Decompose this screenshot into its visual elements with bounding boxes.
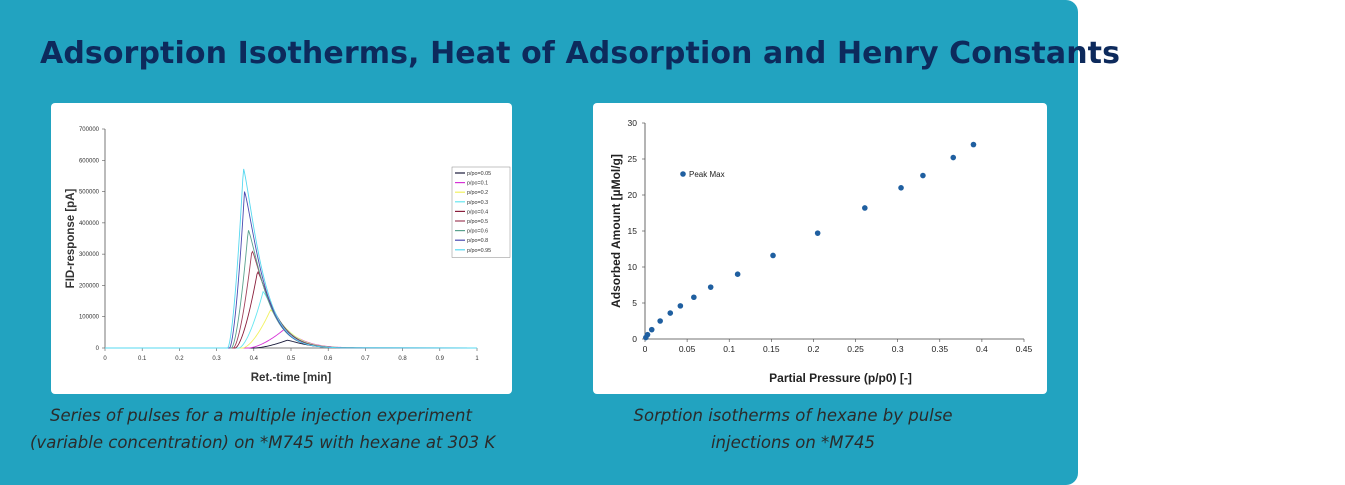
x-tick-label: 0.3 xyxy=(892,344,904,354)
data-point-3 xyxy=(648,326,655,333)
series-line-7 xyxy=(105,230,478,349)
y-tick-label: 15 xyxy=(628,226,638,236)
y-tick-label: 700000 xyxy=(79,127,100,133)
y-tick-label: 20 xyxy=(628,190,638,200)
isotherm-chart: 0 0.05 0.1 0.15 0.2 0.25 0.3 0.35 0.4 0.45 0 5 10 15 2… xyxy=(609,118,1033,385)
x-tick-label: 0.2 xyxy=(175,356,184,362)
data-point-5 xyxy=(667,310,674,316)
series-line-1 xyxy=(105,339,478,349)
x-axis-title: Partial Pressure (p/p0) [-] xyxy=(769,371,912,385)
y-tick-label: 300000 xyxy=(79,252,100,258)
data-point-4 xyxy=(657,318,663,324)
x-tick-label: 0.3 xyxy=(212,356,221,362)
x-tick-label: 0.7 xyxy=(361,356,370,362)
data-point-2 xyxy=(644,331,651,338)
chromatogram-card: 0 0.1 0.2 0.3 0.4 0.5 0.6 0.7 0.8 0.9 1 0 100000 2000… xyxy=(51,103,512,394)
legend-label-9: p/po=0.95 xyxy=(467,248,491,254)
data-point-12 xyxy=(862,205,868,211)
y-tick-label: 0 xyxy=(96,346,100,352)
x-tick-label: 0.2 xyxy=(808,344,820,354)
legend-label-3: p/po=0.2 xyxy=(467,190,488,196)
x-tick-label: 0.35 xyxy=(932,344,949,354)
data-point-7 xyxy=(691,294,697,301)
legend-label-1: p/po=0.05 xyxy=(467,171,491,177)
x-tick-label: 0.9 xyxy=(436,356,445,362)
x-tick-label: 0.45 xyxy=(1016,344,1033,354)
y-tick-label: 500000 xyxy=(79,190,100,196)
data-point-14 xyxy=(920,172,926,179)
y-tick-label: 100000 xyxy=(79,315,100,321)
y-tick-label: 25 xyxy=(628,154,638,164)
x-tick-label: 0.05 xyxy=(679,344,696,354)
x-tick-label: 0.25 xyxy=(847,344,864,354)
x-tick-label: 0.1 xyxy=(723,344,735,354)
y-tick-label: 200000 xyxy=(79,283,100,289)
legend-label-6: p/po=0.5 xyxy=(467,219,488,225)
isotherm-card: 0 0.05 0.1 0.15 0.2 0.25 0.3 0.35 0.4 0.45 0 5 10 15 2… xyxy=(593,103,1047,394)
caption-right: Sorption isotherms of hexane by pulse in… xyxy=(590,402,996,456)
x-tick-label: 0.5 xyxy=(287,356,296,362)
legend-label-8: p/po=0.8 xyxy=(467,238,488,244)
data-point-6 xyxy=(677,303,684,309)
slide-title: Adsorption Isotherms, Heat of Adsorption… xyxy=(40,36,1121,71)
x-tick-label: 0 xyxy=(643,344,648,354)
y-axis-title: Adsorbed Amount [µMol/g] xyxy=(609,154,623,308)
x-tick-label: 0.6 xyxy=(324,356,333,362)
data-point-11 xyxy=(814,230,821,236)
chromatogram-chart: 0 0.1 0.2 0.3 0.4 0.5 0.6 0.7 0.8 0.9 1 0 100000 2000… xyxy=(65,127,511,384)
y-tick-label: 0 xyxy=(632,334,637,344)
x-tick-label: 1 xyxy=(475,356,479,362)
legend-label-4: p/po=0.3 xyxy=(467,200,488,206)
caption-left: Series of pulses for a multiple injectio… xyxy=(30,402,496,456)
data-point-15 xyxy=(950,154,957,161)
y-tick-label: 30 xyxy=(628,118,638,128)
caption-right-line-2: injections on *M745 xyxy=(710,433,876,452)
caption-right-line-1: Sorption isotherms of hexane by pulse xyxy=(633,406,953,425)
legend-marker xyxy=(680,171,686,177)
legend-label-2: p/po=0.1 xyxy=(467,181,488,187)
x-tick-label: 0.1 xyxy=(138,356,147,362)
legend-label-5: p/po=0.4 xyxy=(467,209,488,215)
x-axis-title: Ret.-time [min] xyxy=(251,372,332,384)
x-tick-label: 0.15 xyxy=(763,344,780,354)
legend-label: Peak Max xyxy=(689,170,725,179)
caption-left-line-1: Series of pulses for a multiple injectio… xyxy=(50,406,472,425)
x-tick-label: 0 xyxy=(103,356,107,362)
y-tick-label: 600000 xyxy=(79,158,100,164)
data-point-13 xyxy=(898,185,904,191)
y-tick-label: 400000 xyxy=(79,221,100,227)
legend-label-7: p/po=0.6 xyxy=(467,229,488,235)
y-tick-label: 5 xyxy=(632,298,637,308)
x-tick-label: 0.4 xyxy=(976,344,988,354)
data-point-9 xyxy=(734,271,741,277)
series-line-3 xyxy=(105,309,478,349)
series-line-9 xyxy=(105,168,478,349)
caption-left-line-2: (variable concentration) on *M745 with h… xyxy=(30,433,496,452)
data-point-16 xyxy=(970,141,977,148)
x-tick-label: 0.8 xyxy=(398,356,407,362)
x-tick-label: 0.4 xyxy=(250,356,259,362)
series-line-8 xyxy=(105,191,478,349)
y-tick-label: 10 xyxy=(628,262,638,272)
slide-panel: Adsorption Isotherms, Heat of Adsorption… xyxy=(0,0,1120,485)
y-axis-title: FID-response [pA] xyxy=(65,188,77,288)
series-line-4 xyxy=(105,290,478,349)
data-point-8 xyxy=(707,284,714,290)
data-point-10 xyxy=(770,252,776,259)
